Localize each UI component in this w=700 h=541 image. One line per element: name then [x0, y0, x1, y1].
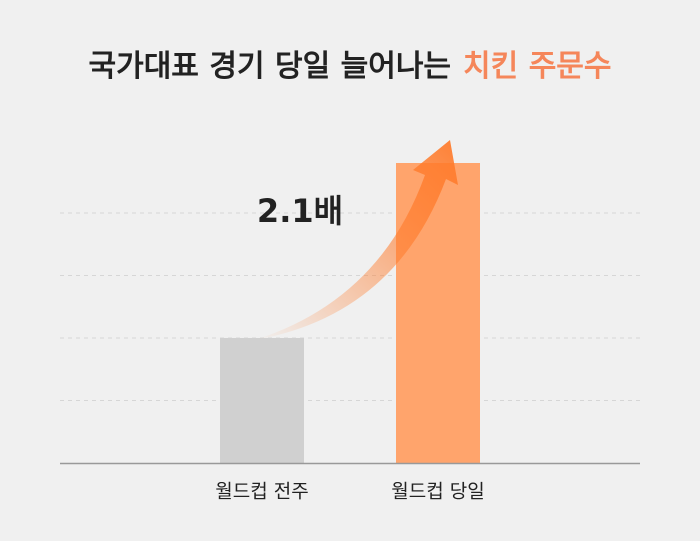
chart-title: 국가대표 경기 당일 늘어나는 치킨 주문수	[89, 49, 612, 84]
x-tick-label: 월드컵 당일	[391, 481, 484, 503]
bar	[220, 338, 304, 463]
plot	[60, 163, 640, 463]
x-tick-label: 월드컵 전주	[215, 481, 308, 503]
title-main: 국가대표 경기 당일 늘어나는	[89, 49, 452, 84]
growth-arrow	[255, 140, 458, 340]
title-highlight: 치킨 주문수	[463, 49, 611, 84]
annotation: 2.1배	[257, 192, 343, 230]
bar	[396, 163, 480, 463]
